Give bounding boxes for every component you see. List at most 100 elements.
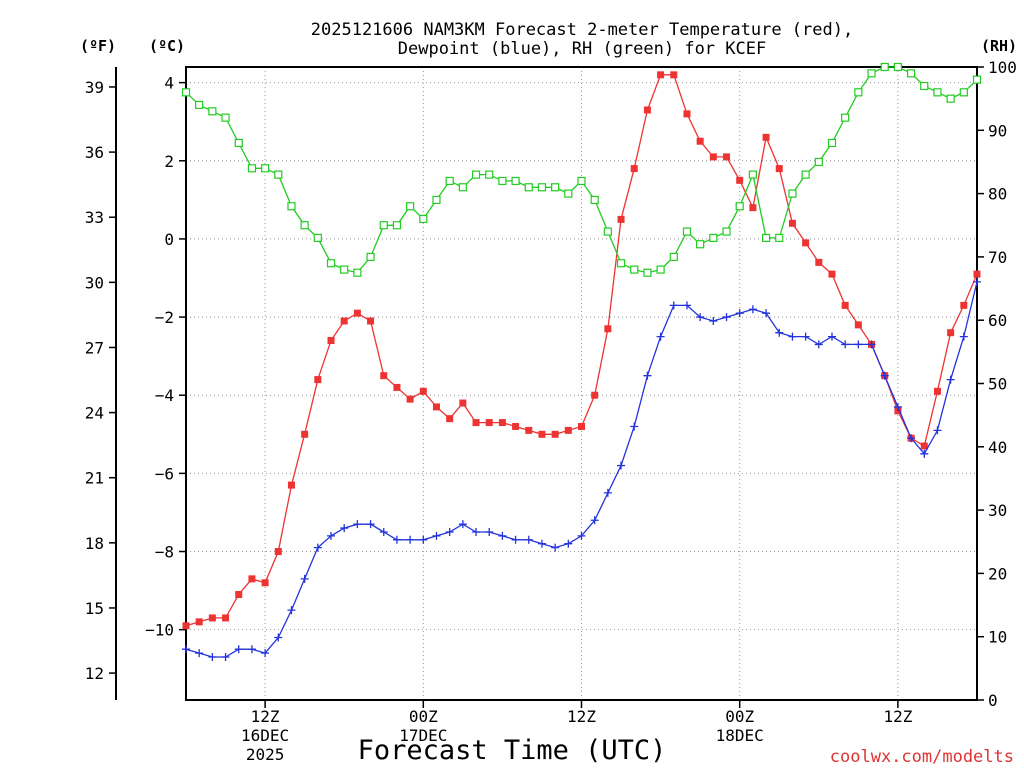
c-tick-label: −10 xyxy=(145,621,174,640)
data-point-rh xyxy=(326,259,336,268)
f-unit-label: (ºF) xyxy=(80,37,116,55)
data-point-temperature xyxy=(551,430,559,438)
data-point-dewpoint xyxy=(577,531,586,540)
data-point-temperature xyxy=(696,137,704,145)
data-point-temperature xyxy=(380,372,388,380)
data-point-temperature xyxy=(947,329,955,337)
data-point-temperature xyxy=(617,215,625,223)
data-point-rh xyxy=(471,170,481,179)
x-tick-label: 00Z xyxy=(409,707,438,726)
data-point-dewpoint xyxy=(973,277,981,286)
data-point-temperature xyxy=(973,270,981,278)
x-tick-date: 18DEC xyxy=(716,726,764,745)
data-point-rh xyxy=(893,62,903,72)
data-point-dewpoint xyxy=(643,371,652,380)
data-point-dewpoint xyxy=(419,535,428,544)
x-tick-date: 17DEC xyxy=(399,726,447,745)
data-point-rh xyxy=(946,94,955,103)
data-point-temperature xyxy=(709,153,717,161)
data-point-dewpoint xyxy=(735,309,744,318)
data-point-rh xyxy=(867,69,876,78)
data-point-temperature xyxy=(340,317,348,325)
data-point-dewpoint xyxy=(182,645,190,654)
data-point-dewpoint xyxy=(340,524,349,533)
data-point-temperature xyxy=(960,301,968,309)
data-point-rh xyxy=(392,221,402,230)
data-point-temperature xyxy=(538,430,546,438)
data-point-dewpoint xyxy=(313,543,322,552)
data-point-dewpoint xyxy=(788,332,797,341)
grid xyxy=(186,67,977,700)
data-point-temperature xyxy=(498,419,506,427)
data-point-dewpoint xyxy=(893,402,902,411)
data-point-dewpoint xyxy=(709,316,718,325)
data-point-dewpoint xyxy=(221,653,230,662)
x-tick-date: 16DEC xyxy=(241,726,289,745)
data-point-rh xyxy=(814,157,823,167)
data-point-temperature xyxy=(446,415,454,423)
x-axis-title: Forecast Time (UTC) xyxy=(358,735,667,766)
data-point-temperature xyxy=(393,383,401,391)
data-point-temperature xyxy=(788,219,796,227)
data-point-temperature xyxy=(749,204,757,212)
data-point-temperature xyxy=(762,133,770,141)
data-point-temperature xyxy=(274,548,282,556)
axes: 420−2−4−6−8−1039363330272421181512100908… xyxy=(85,58,1017,764)
data-point-dewpoint xyxy=(907,434,916,443)
c-tick-label: −2 xyxy=(155,308,174,327)
series-line xyxy=(185,281,978,658)
data-point-temperature xyxy=(630,165,638,173)
data-point-dewpoint xyxy=(696,313,705,322)
data-point-temperature xyxy=(419,387,427,395)
data-point-dewpoint xyxy=(247,645,256,654)
data-point-dewpoint xyxy=(775,328,784,337)
c-tick-label: 4 xyxy=(164,74,174,93)
data-point-temperature xyxy=(353,309,361,317)
data-point-dewpoint xyxy=(682,301,691,310)
data-point-rh xyxy=(788,189,797,198)
data-point-dewpoint xyxy=(353,520,362,529)
data-point-rh xyxy=(432,195,441,205)
data-point-rh xyxy=(603,227,612,236)
data-point-dewpoint xyxy=(392,535,401,544)
data-point-rh xyxy=(340,265,349,274)
data-point-temperature xyxy=(604,325,612,333)
data-point-temperature xyxy=(643,106,651,114)
f-tick-label: 15 xyxy=(85,599,104,618)
rh-tick-label: 10 xyxy=(988,628,1007,647)
data-point-temperature xyxy=(485,419,493,427)
f-tick-label: 21 xyxy=(85,469,104,488)
data-point-rh xyxy=(972,75,982,84)
data-point-rh xyxy=(801,170,810,179)
data-point-rh xyxy=(551,183,560,192)
data-point-dewpoint xyxy=(722,313,731,322)
data-point-dewpoint xyxy=(920,449,929,458)
f-tick-label: 12 xyxy=(85,664,104,683)
data-point-temperature xyxy=(327,337,335,345)
c-tick-label: −8 xyxy=(155,543,174,562)
data-point-dewpoint xyxy=(551,543,560,552)
data-point-temperature xyxy=(736,176,744,184)
data-point-rh xyxy=(775,233,784,243)
f-tick-label: 18 xyxy=(85,534,104,553)
rh-tick-label: 20 xyxy=(988,564,1007,583)
rh-unit-label: (RH) xyxy=(981,37,1017,55)
data-point-rh xyxy=(234,138,243,148)
data-point-dewpoint xyxy=(472,527,481,536)
data-point-temperature xyxy=(301,430,309,438)
rh-tick-label: 50 xyxy=(988,375,1007,394)
x-tick-year: 2025 xyxy=(246,745,285,764)
data-point-dewpoint xyxy=(656,332,665,341)
data-point-temperature xyxy=(222,614,230,622)
data-point-rh xyxy=(300,221,309,230)
data-point-rh xyxy=(221,113,230,122)
data-point-dewpoint xyxy=(511,535,520,544)
data-point-dewpoint xyxy=(801,332,810,341)
data-point-temperature xyxy=(670,71,678,79)
data-point-rh xyxy=(564,189,573,198)
data-point-temperature xyxy=(314,376,322,384)
chart-title-line1: 2025121606 NAM3KM Forecast 2-meter Tempe… xyxy=(311,20,853,40)
c-unit-label: (ºC) xyxy=(149,37,185,55)
data-point-rh xyxy=(748,170,757,179)
